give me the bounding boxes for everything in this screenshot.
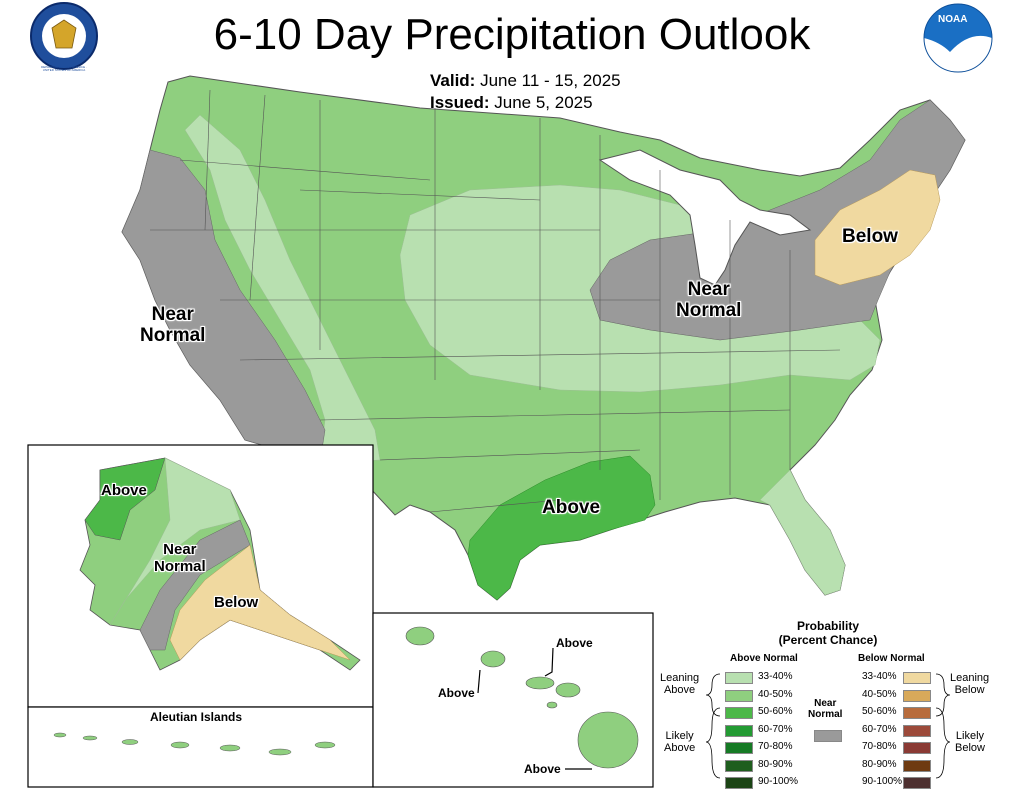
label-hi-above-3: Above — [524, 762, 561, 776]
legend-below-bin-label: 80-90% — [862, 758, 897, 770]
legend-below-bin-swatch — [903, 759, 931, 772]
legend-above-bin-label: 33-40% — [758, 671, 793, 682]
below-northeast — [814, 169, 941, 286]
commerce-seal-logo — [30, 2, 98, 70]
alaska-near-normal — [139, 519, 251, 651]
legend-title: Probability (Percent Chance) — [778, 619, 878, 647]
leaning-above-florida — [759, 469, 846, 596]
legend-above-bin-label: 90-100% — [758, 776, 799, 787]
legend-below-bin-swatch — [903, 689, 931, 702]
legend-above-bin-swatch — [725, 689, 753, 702]
legend-above-bin-swatch — [725, 707, 753, 719]
label-ak-near-normal: Near Normal — [154, 541, 206, 575]
legend-above-bin-swatch — [725, 724, 753, 737]
legend-leaning-below: Leaning Below — [950, 672, 990, 696]
legend-below-bin-swatch — [903, 707, 931, 719]
legend-likely-above: Likely Above — [664, 730, 696, 754]
issued-label: Issued: — [430, 93, 490, 112]
above-gulf — [467, 455, 656, 601]
legend-below-bin-swatch — [903, 672, 931, 684]
legend-above-bin-swatch — [725, 742, 753, 754]
noaa-logo-text: NOAA — [938, 14, 968, 25]
state-borders — [150, 89, 841, 513]
label-hi-above-2: Above — [438, 686, 475, 700]
legend-below-bin-swatch — [903, 777, 931, 789]
label-hi-above-1: Above — [556, 636, 593, 650]
page-title: 6-10 Day Precipitation Outlook — [213, 10, 811, 59]
legend-below-bin-swatch — [903, 742, 931, 754]
hawaii-islands-shapes — [405, 626, 639, 769]
alaska-below — [169, 544, 351, 661]
noaa-logo — [923, 3, 993, 73]
legend-above-bin-label: 70-80% — [758, 741, 793, 752]
legend-above-bin-label: 50-60% — [758, 706, 793, 717]
label-above-gulf: Above — [542, 497, 601, 518]
legend-below-bin-label: 90-100% — [862, 776, 903, 787]
alaska-above-strong — [84, 457, 166, 541]
label-near-normal-west: Near Normal — [140, 304, 206, 346]
legend-below-bin-label: 50-60% — [862, 706, 897, 717]
legend-below-header: Below Normal — [858, 653, 925, 664]
issued-line: Issued: June 5, 2025 — [430, 93, 593, 113]
legend-above-bin-label: 60-70% — [758, 723, 793, 735]
valid-label: Valid: — [430, 71, 476, 90]
label-ak-above: Above — [101, 482, 147, 499]
legend-below-bin-label: 40-50% — [862, 688, 897, 700]
label-ak-below: Below — [214, 594, 259, 611]
label-below-northeast: Below — [842, 226, 898, 247]
great-lakes — [598, 149, 812, 286]
label-near-normal-east: Near Normal — [676, 279, 742, 321]
legend-below-bin-label: 70-80% — [862, 741, 897, 752]
valid-line: Valid: June 11 - 15, 2025 — [430, 71, 621, 91]
alaska-leaning-above — [109, 457, 241, 626]
legend-likely-below: Likely Below — [955, 730, 985, 754]
legend-above-bin-label: 80-90% — [758, 758, 793, 770]
legend-above-header: Above Normal — [730, 653, 798, 664]
legend-near-normal-swatch — [814, 730, 842, 742]
legend-near-normal-label: Near Normal — [808, 698, 843, 720]
legend-below-bin-label: 33-40% — [862, 671, 897, 682]
legend-brackets — [705, 673, 951, 779]
issued-date: June 5, 2025 — [494, 93, 593, 112]
valid-dates: June 11 - 15, 2025 — [480, 71, 621, 90]
hawaii-callout-lines — [477, 647, 592, 770]
legend-above-bin-swatch — [725, 672, 753, 684]
label-aleutian-islands: Aleutian Islands — [150, 710, 243, 724]
legend-above-bin-label: 40-50% — [758, 688, 793, 700]
legend-above-bin-swatch — [725, 759, 753, 772]
aleutian-inset-frame — [27, 706, 374, 788]
legend-below-bin-label: 60-70% — [862, 723, 897, 735]
legend-above-bin-swatch — [725, 777, 753, 789]
aleutian-islands-shapes — [53, 732, 336, 756]
legend-leaning-above: Leaning Above — [660, 672, 700, 696]
commerce-seal-caption: DEPARTMENT OF COMMERCE · UNITED STATES O… — [41, 65, 87, 72]
legend-below-bin-swatch — [903, 724, 931, 737]
